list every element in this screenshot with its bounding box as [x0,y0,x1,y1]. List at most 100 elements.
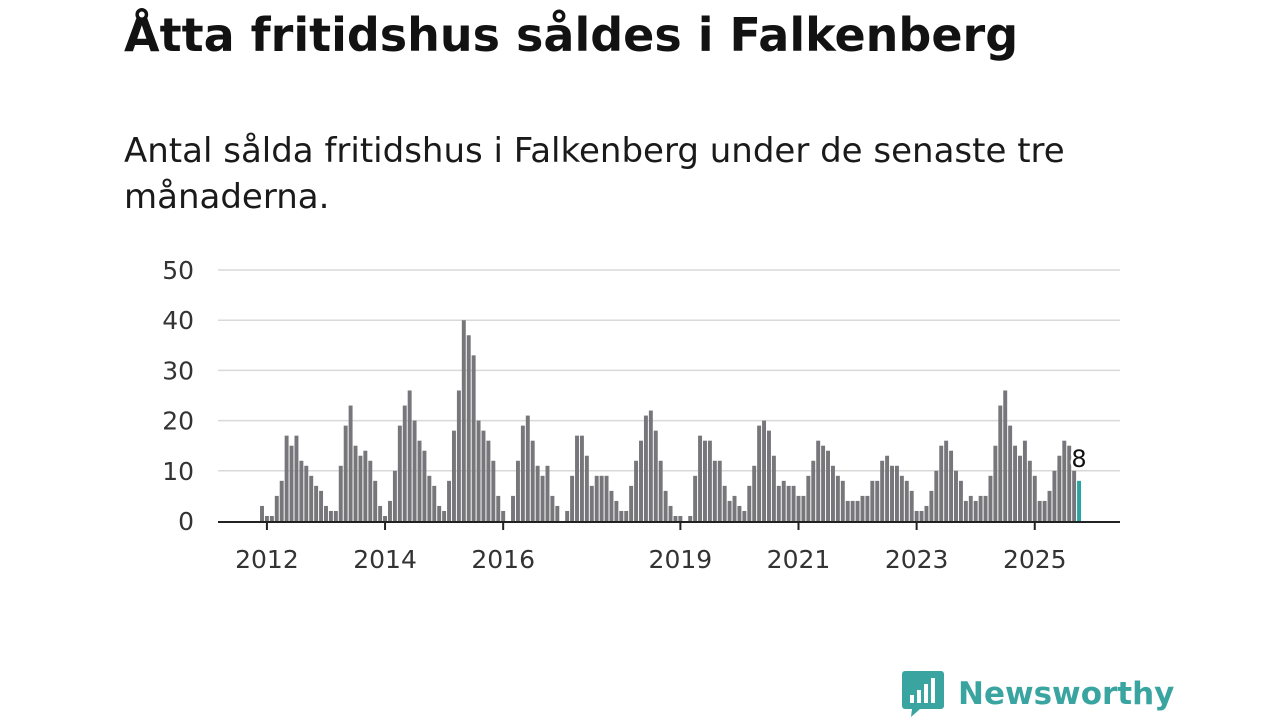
bar [712,460,717,521]
bar [501,510,506,521]
bar [530,440,535,521]
bar [584,455,589,521]
x-tick-label: 2021 [767,545,831,574]
x-axis: 2012 2014 2016 2019 2021 2023 2025 [218,521,1120,574]
bar [914,510,919,521]
newsworthy-logo: Newsworthy [902,670,1174,718]
bar [432,485,437,521]
bar [599,475,604,521]
bar [703,440,707,521]
bar [442,510,447,521]
bar [417,440,422,521]
bar [796,495,801,521]
bar [289,445,294,521]
bar [993,445,998,521]
bar [1037,500,1042,521]
bar [1052,470,1057,521]
bar [525,415,530,521]
y-tick-label: 10 [162,457,194,486]
bar [466,335,471,521]
bar [732,495,737,521]
bar [762,420,767,521]
bar [299,460,304,521]
bar [343,425,348,521]
bar [707,440,712,521]
bar [737,505,742,521]
annotations: 8 [1069,442,1089,475]
bar [575,435,579,521]
x-tick-label: 2025 [1003,545,1067,574]
bar [771,455,776,521]
bar [555,505,560,521]
bar [648,410,653,521]
y-tick-label: 20 [162,407,194,436]
bar [461,320,466,521]
bar [1013,445,1018,521]
bar [604,475,609,521]
bar [934,470,939,521]
bar [338,465,343,521]
bar [899,475,904,521]
bar [427,475,432,521]
last-value-label: 8 [1071,445,1086,473]
y-axis-ticks: 0 10 20 30 40 50 [162,256,194,536]
bar [328,510,333,521]
bar [614,500,619,521]
bar [397,425,402,521]
bar [978,495,983,521]
bar [944,440,949,521]
bar [1062,440,1067,521]
bar [279,480,284,521]
bar [983,495,988,521]
bar [811,460,816,521]
bar [412,420,417,521]
bar [1057,455,1062,521]
bar [904,480,909,521]
bar [998,405,1003,521]
bar [447,480,452,521]
bar [304,465,309,521]
bar [1067,445,1072,521]
bar [929,490,934,521]
bar [309,475,314,521]
bar [348,405,353,521]
y-tick-label: 50 [162,256,194,285]
bar [388,500,392,521]
bar [643,415,648,521]
bar [791,485,796,521]
newsworthy-logo-icon [902,671,944,717]
bar [890,465,894,521]
bar [333,510,338,521]
bar [752,465,757,521]
bar [880,460,885,521]
bar [515,460,520,521]
bar [1018,455,1022,521]
bar [1047,490,1052,521]
bar [496,495,501,521]
bar [1072,470,1077,521]
y-tick-label: 0 [178,507,194,536]
bar [1022,440,1027,521]
x-tick-label: 2016 [471,545,535,574]
bar [963,500,968,521]
bar [1008,425,1013,521]
bar [850,500,855,521]
brand-name: Newsworthy [958,676,1175,712]
bar [486,440,491,521]
bar [589,485,594,521]
bar [821,445,826,521]
bar [264,515,269,521]
bar [835,475,840,521]
bar [565,510,570,521]
bar [870,480,875,521]
bar [688,515,693,521]
y-tick-label: 30 [162,356,194,385]
bar [383,515,388,521]
bar [324,505,328,521]
bar [1032,475,1037,521]
bar [678,515,683,521]
bar [570,475,575,521]
bar [826,450,830,521]
bar [456,390,461,521]
